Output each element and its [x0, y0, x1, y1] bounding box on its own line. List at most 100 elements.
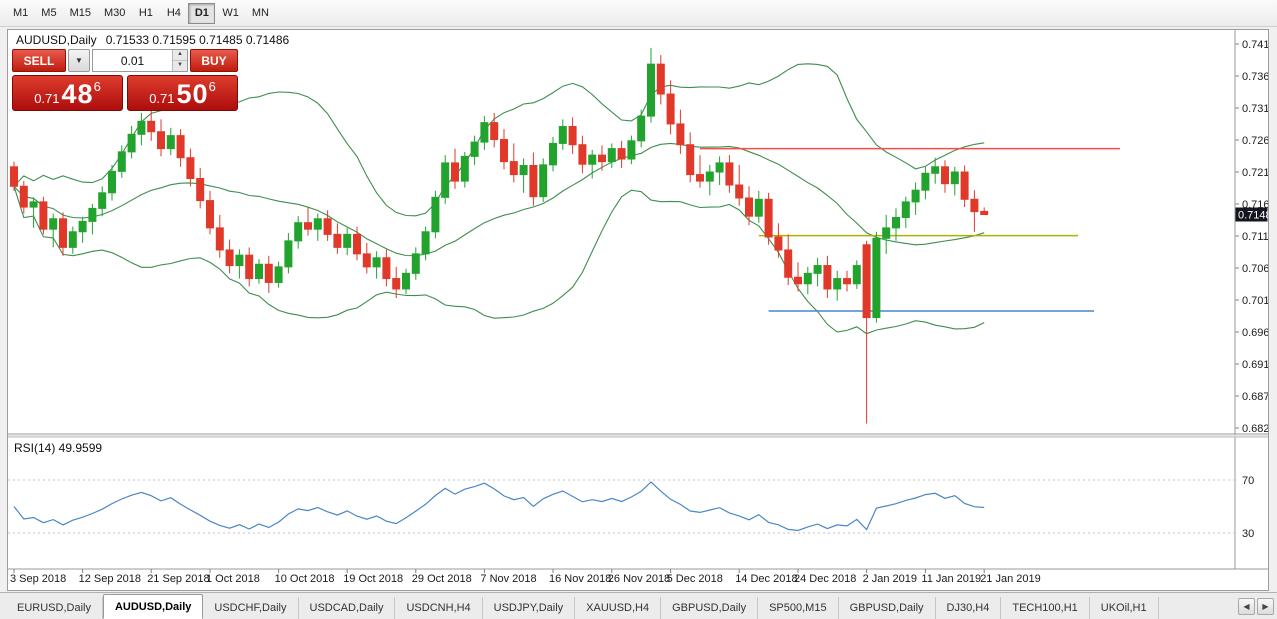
price-axis-label: 0.68700: [1242, 391, 1268, 403]
candle-body: [617, 148, 626, 160]
tab-xauusd-h4[interactable]: XAUUSD,H4: [575, 597, 662, 619]
candle-body: [696, 174, 704, 182]
timeframe-button-w1[interactable]: W1: [216, 3, 245, 24]
candle-body: [255, 263, 263, 280]
candle-body: [705, 171, 714, 182]
timeframe-button-h1[interactable]: H1: [132, 3, 159, 24]
candle-body: [852, 265, 861, 285]
time-axis[interactable]: [8, 569, 1235, 590]
tabs-scroll-right-button[interactable]: ▶: [1257, 598, 1274, 615]
candle-body: [598, 154, 606, 163]
candle-body: [813, 265, 822, 274]
time-axis-label: 21 Sep 2018: [147, 573, 209, 585]
time-axis-label: 21 Jan 2019: [980, 573, 1041, 585]
candle-body: [519, 165, 528, 176]
candle-body: [431, 196, 440, 233]
time-axis-label: 12 Sep 2018: [79, 573, 141, 585]
chart-tabs-bar: EURUSD,Daily AUDUSD,Daily USDCHF,Daily USDC…: [0, 592, 1277, 619]
candle-body: [901, 201, 910, 218]
candle-body: [304, 222, 312, 230]
candle-body: [343, 233, 352, 248]
candle-body: [29, 201, 38, 208]
timeframe-button-m15[interactable]: M15: [64, 3, 97, 24]
volume-input[interactable]: [93, 50, 172, 71]
price-axis-label: 0.73130: [1242, 103, 1268, 115]
candle-body: [196, 177, 205, 202]
candle-body: [284, 240, 293, 268]
candle-body: [725, 162, 734, 186]
tab-audusd-daily[interactable]: AUDUSD,Daily: [102, 594, 204, 619]
tab-dj30-h4[interactable]: DJ30,H4: [936, 597, 1002, 619]
price-axis-label: 0.73630: [1242, 71, 1268, 83]
candle-body: [98, 192, 107, 209]
price-axis-label: 0.72140: [1242, 167, 1268, 179]
candle-body: [49, 218, 58, 230]
candle-body: [647, 63, 655, 117]
rsi-line: [13, 481, 985, 532]
buy-price-display[interactable]: 0.71 50 6: [127, 75, 238, 111]
candle-body: [215, 227, 224, 251]
candle-body: [382, 257, 391, 280]
volume-dropdown-button[interactable]: ▼: [68, 49, 90, 72]
tab-gbpusd-daily[interactable]: GBPUSD,Daily: [661, 597, 759, 619]
tab-sp500-m15[interactable]: SP500,M15: [758, 597, 839, 619]
candle-body: [323, 218, 332, 235]
timeframe-button-m30[interactable]: M30: [98, 3, 131, 24]
candle-body: [353, 233, 361, 255]
bollinger-lower-band-line: [13, 186, 985, 335]
candle-body: [225, 249, 234, 267]
trade-controls-row: SELL ▼ ▲ ▼ BUY: [12, 49, 238, 72]
bollinger-middle-band-line: [13, 142, 985, 257]
bid-ask-display-row: 0.71 48 6 0.71 50 6: [12, 75, 238, 111]
pane-splitter-fill: [8, 435, 1268, 437]
sell-price-point: 6: [93, 79, 101, 94]
candle-body: [88, 207, 97, 222]
tab-usdcad-daily[interactable]: USDCAD,Daily: [299, 597, 396, 619]
time-axis-label: 2 Jan 2019: [863, 573, 917, 585]
tab-ukoil-h1[interactable]: UKOil,H1: [1090, 597, 1159, 619]
timeframe-button-m5[interactable]: M5: [35, 3, 62, 24]
candle-body: [794, 276, 802, 285]
sell-button[interactable]: SELL: [12, 49, 66, 72]
candle-body: [833, 278, 842, 290]
candle-body: [568, 126, 577, 146]
candle-body: [686, 144, 695, 176]
candle-body: [735, 184, 744, 199]
candle-body: [78, 220, 87, 233]
tab-eurusd-daily[interactable]: EURUSD,Daily: [6, 597, 103, 619]
timeframe-button-h4[interactable]: H4: [160, 3, 187, 24]
candle-body: [372, 257, 381, 268]
price-axis-label: 0.74110: [1242, 39, 1268, 51]
time-axis-label: 7 Nov 2018: [480, 573, 536, 585]
tab-usdcnh-h4[interactable]: USDCNH,H4: [395, 597, 483, 619]
sell-price-pips: 48: [61, 79, 94, 109]
tab-usdchf-daily[interactable]: USDCHF,Daily: [203, 597, 299, 619]
volume-increase-button[interactable]: ▲: [173, 50, 187, 61]
timeframe-button-mn[interactable]: MN: [246, 3, 275, 24]
candle-body: [539, 164, 548, 198]
chart-canvas[interactable]: 0.74110 0.73630 0.73130 0.72630 0.72140 0.71 6…: [8, 30, 1268, 590]
price-axis[interactable]: [1235, 30, 1268, 569]
candle-body: [19, 185, 28, 208]
tabs-scroll-left-button[interactable]: ◀: [1238, 598, 1255, 615]
tab-gbpusd-daily[interactable]: GBPUSD,Daily: [839, 597, 936, 619]
timeframe-button-d1[interactable]: D1: [188, 2, 216, 24]
buy-button[interactable]: BUY: [190, 49, 238, 72]
chart-symbol-label: AUDUSD,Daily: [16, 33, 97, 47]
sell-price-display[interactable]: 0.71 48 6: [12, 75, 123, 111]
candle-body: [500, 139, 508, 163]
candle-body: [59, 218, 67, 248]
tab-usdjpy-daily[interactable]: USDJPY,Daily: [483, 597, 576, 619]
candle-body: [931, 166, 940, 174]
candle-body: [607, 148, 616, 163]
candle-body: [470, 141, 479, 157]
candle-body: [10, 166, 18, 187]
candle-body: [509, 161, 518, 176]
current-price-tag: [1235, 207, 1268, 222]
time-axis-label: 1 Oct 2018: [206, 573, 260, 585]
volume-decrease-button[interactable]: ▼: [173, 61, 187, 71]
candle-body: [892, 216, 900, 229]
timeframe-button-m1[interactable]: M1: [7, 3, 34, 24]
tab-tech100-h1[interactable]: TECH100,H1: [1001, 597, 1090, 619]
